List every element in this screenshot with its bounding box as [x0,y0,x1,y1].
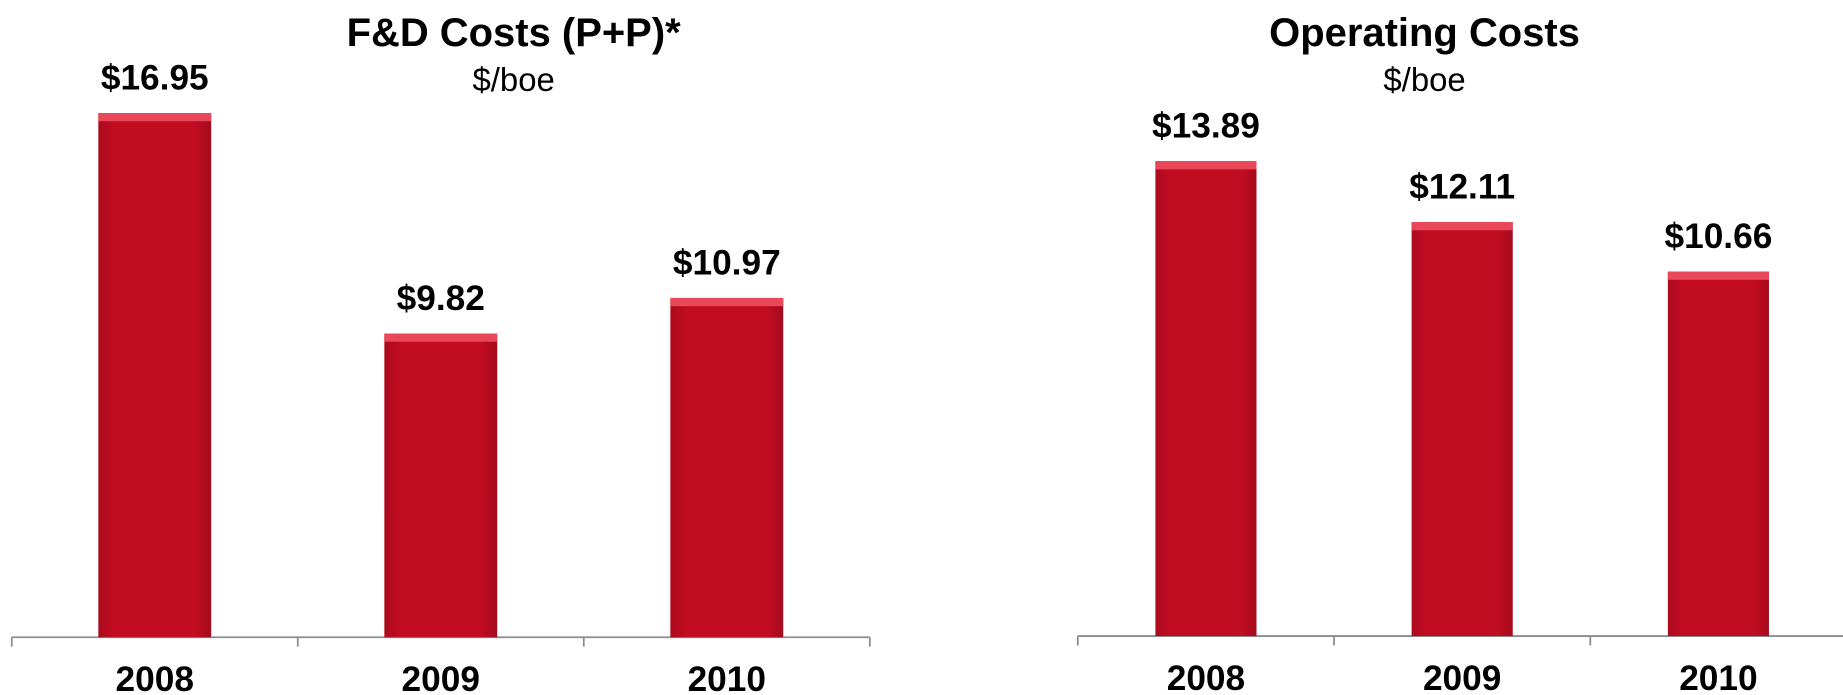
category-label: 2008 [1167,659,1245,695]
value-label: $9.82 [397,279,485,318]
bar-shade [1155,161,1257,637]
bar-shade [670,297,784,638]
category-label: 2009 [1423,659,1501,695]
bar-highlight [1155,161,1257,170]
category-label: 2010 [688,660,766,695]
chart-title: Operating Costs [1269,11,1580,55]
bar-highlight [98,113,212,122]
value-label: $16.95 [101,58,209,97]
bar-highlight [670,297,784,307]
category-label: 2010 [1679,659,1757,695]
value-label: $13.89 [1152,107,1260,146]
category-label: 2009 [402,660,480,695]
bar-highlight [1411,222,1513,231]
chart-title: F&D Costs (P+P)* [347,11,682,55]
category-label: 2008 [116,660,194,695]
bar-shade [1667,271,1769,637]
value-label: $12.11 [1409,167,1515,206]
bar-shade [1411,222,1513,637]
value-label: $10.97 [673,243,781,282]
bar-shade [98,113,212,638]
bar-shade [384,333,498,638]
value-label: $10.66 [1664,217,1772,256]
chart-subtitle: $/boe [1383,61,1465,98]
bar-highlight [384,333,498,342]
bar-highlight [1667,271,1769,280]
chart-subtitle: $/boe [472,61,554,98]
